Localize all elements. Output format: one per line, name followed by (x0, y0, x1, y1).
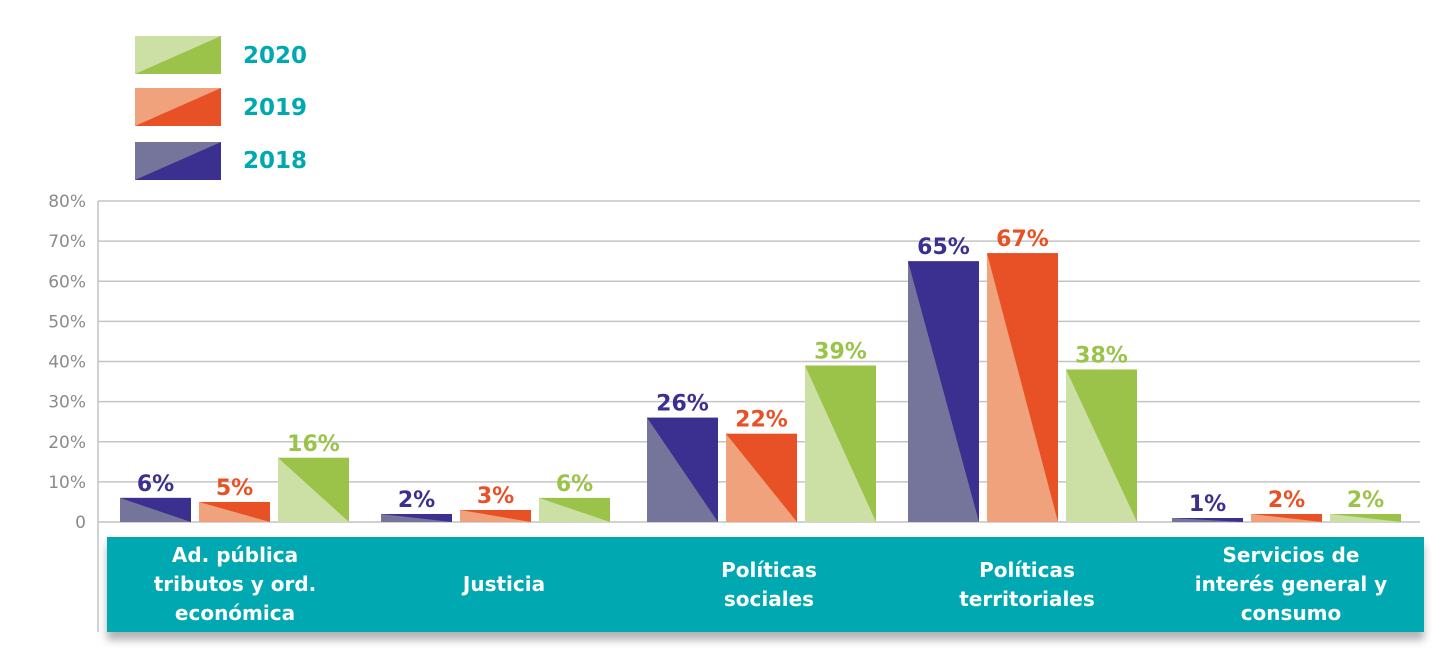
bar-dark (278, 457, 349, 522)
bar-2018 (647, 417, 718, 522)
category-label: Justicia (462, 572, 546, 596)
bar-2020 (539, 497, 610, 522)
data-label: 3% (477, 484, 514, 509)
data-label: 6% (137, 472, 174, 497)
bar-dark (381, 513, 452, 522)
data-label: 38% (1075, 344, 1128, 369)
bar-dark (908, 261, 979, 522)
legend-swatch-dark (135, 88, 221, 126)
bar-dark (647, 417, 718, 522)
legend-swatch-2018 (135, 142, 221, 180)
bar-dark (1172, 517, 1243, 522)
bar-2020 (805, 365, 876, 522)
data-label: 65% (917, 235, 970, 260)
bar-2019 (1251, 513, 1322, 522)
bar-dark (987, 253, 1058, 522)
bar-dark (1066, 369, 1137, 522)
data-label: 39% (814, 340, 867, 365)
bar-2019 (726, 433, 797, 522)
y-tick-label: 80% (48, 192, 86, 212)
category-label: Políticas territoriales (959, 557, 1095, 611)
legend-swatch-dark (135, 142, 221, 180)
y-tick-label: 60% (48, 272, 86, 292)
category-label: Servicios de interés general y consumo (1194, 543, 1388, 625)
legend-label-2018: 2018 (243, 148, 308, 174)
legend-swatch-2020 (135, 36, 221, 74)
data-label: 5% (216, 476, 253, 501)
legend-swatch-dark (135, 36, 221, 74)
y-tick-label: 50% (48, 312, 86, 332)
y-tick-label: 30% (48, 393, 86, 413)
y-tick-label: 10% (48, 473, 86, 493)
bar-dark (1330, 513, 1401, 522)
data-label: 67% (996, 227, 1049, 252)
bar-dark (460, 509, 531, 522)
bar-dark (1251, 513, 1322, 522)
y-tick-label: 20% (48, 433, 86, 453)
legend-label-2019: 2019 (243, 95, 308, 121)
bar-2018 (908, 261, 979, 522)
bar-dark (199, 501, 270, 522)
category-label: Ad. pública tributos y ord. económica (153, 543, 317, 625)
bar-light (1172, 517, 1243, 522)
bar-2018 (381, 513, 452, 522)
legend-swatch-2019 (135, 88, 221, 126)
data-label: 2% (398, 488, 435, 513)
y-tick-label: 0 (75, 513, 86, 533)
bar-2019 (199, 501, 270, 522)
bar-dark (120, 497, 191, 522)
category-label: Políticas sociales (721, 557, 817, 611)
data-label: 16% (287, 432, 340, 457)
bar-2020 (1330, 513, 1401, 522)
data-label: 26% (656, 392, 709, 417)
data-label: 6% (556, 472, 593, 497)
legend-label-2020: 2020 (243, 43, 308, 69)
bar-2018 (120, 497, 191, 522)
bar-2019 (987, 253, 1058, 522)
data-label: 2% (1268, 488, 1305, 513)
bar-2020 (1066, 369, 1137, 522)
data-label: 22% (735, 408, 788, 433)
data-label: 1% (1189, 492, 1226, 517)
bar-dark (726, 433, 797, 522)
bar-dark (539, 497, 610, 522)
bar-dark (805, 365, 876, 522)
y-tick-label: 70% (48, 232, 86, 252)
data-label: 2% (1347, 488, 1384, 513)
bar-2018 (1172, 517, 1243, 522)
bar-2020 (278, 457, 349, 522)
y-tick-label: 40% (48, 353, 86, 373)
category-band: Ad. pública tributos y ord. económica Ju… (107, 537, 1424, 632)
bar-2019 (460, 509, 531, 522)
